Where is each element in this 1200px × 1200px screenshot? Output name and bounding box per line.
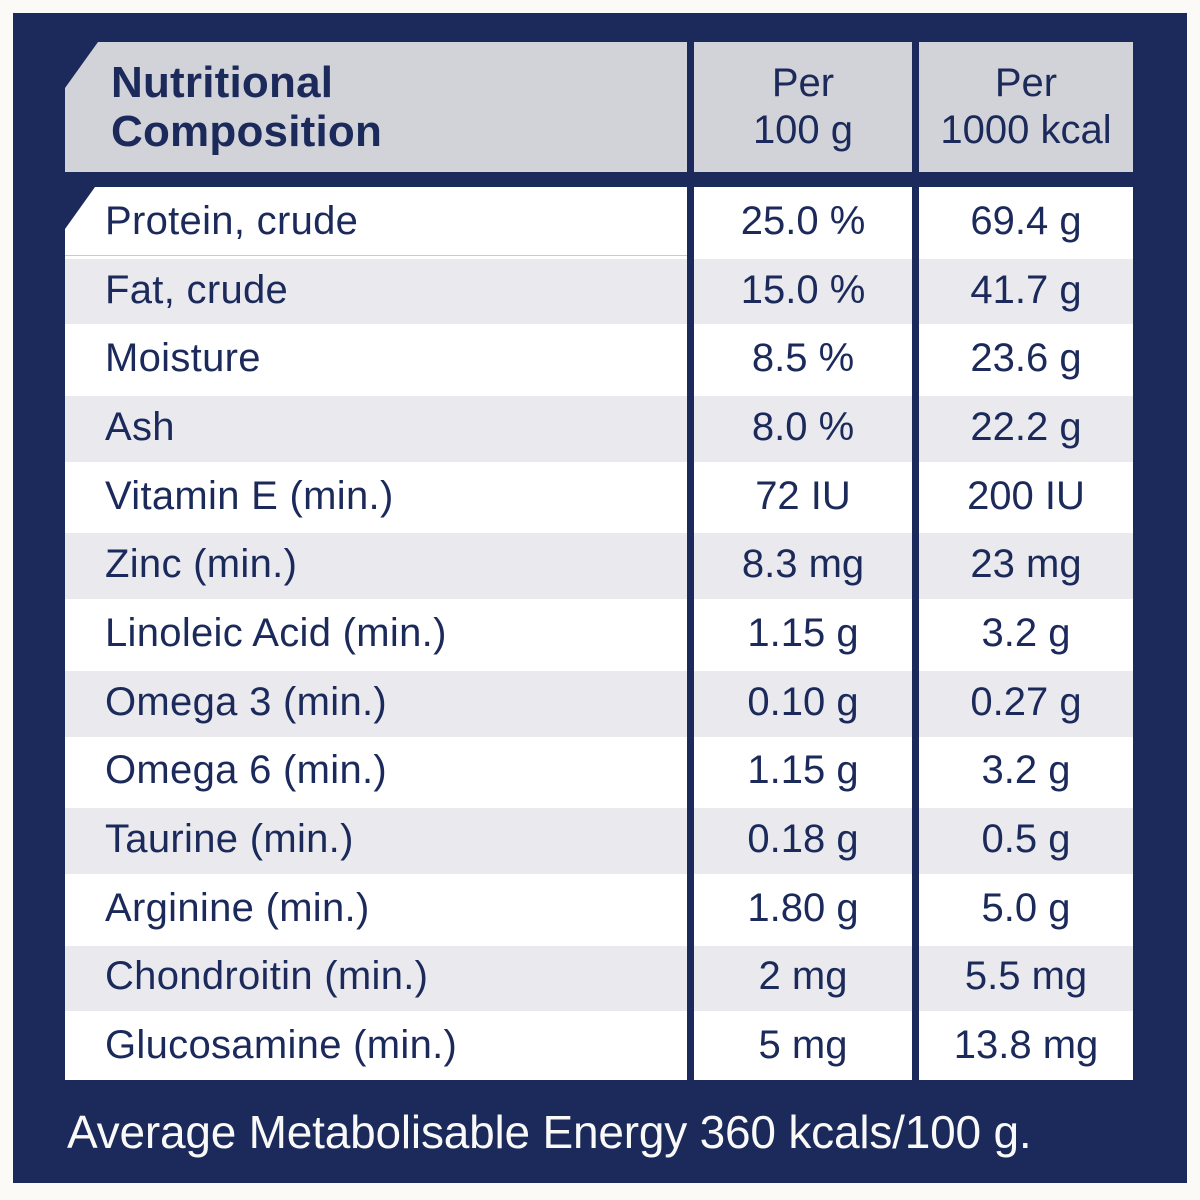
row-label: Zinc (min.): [65, 530, 687, 600]
row-label: Chondroitin (min.): [65, 942, 687, 1012]
row-value-per-1000kcal: 23.6 g: [919, 324, 1133, 394]
row-value-per-1000kcal: 3.2 g: [919, 736, 1133, 806]
table-row: Ash 8.0 % 22.2 g: [65, 393, 1133, 462]
row-value-per-100g: 0.10 g: [694, 667, 912, 737]
row-value-per-100g: 8.5 %: [694, 324, 912, 394]
row-value-per-100g: 5 mg: [694, 1011, 912, 1080]
row-label: Arginine (min.): [65, 873, 687, 943]
table-row: Taurine (min.) 0.18 g 0.5 g: [65, 805, 1133, 874]
row-label: Vitamin E (min.): [65, 461, 687, 531]
table-header-row: Nutritional Composition Per 100 g Per 10…: [65, 42, 1133, 172]
row-value-per-1000kcal: 200 IU: [919, 461, 1133, 531]
table-title: Nutritional Composition: [111, 58, 383, 156]
row-value-per-1000kcal: 69.4 g: [919, 187, 1133, 256]
row-value-per-1000kcal: 41.7 g: [919, 255, 1133, 325]
table-row: Vitamin E (min.) 72 IU 200 IU: [65, 461, 1133, 531]
table-row: Protein, crude 25.0 % 69.4 g: [65, 187, 1133, 256]
table-row: Chondroitin (min.) 2 mg 5.5 mg: [65, 942, 1133, 1012]
table-row: Fat, crude 15.0 % 41.7 g: [65, 255, 1133, 325]
row-value-per-100g: 8.3 mg: [694, 530, 912, 600]
row-value-per-1000kcal: 22.2 g: [919, 393, 1133, 462]
row-label: Glucosamine (min.): [65, 1011, 687, 1080]
table-row: Zinc (min.) 8.3 mg 23 mg: [65, 530, 1133, 600]
table-row: Glucosamine (min.) 5 mg 13.8 mg: [65, 1011, 1133, 1080]
row-label: Linoleic Acid (min.): [65, 599, 687, 668]
row-label: Moisture: [65, 324, 687, 394]
row-value-per-100g: 15.0 %: [694, 255, 912, 325]
row-label: Omega 3 (min.): [65, 667, 687, 737]
row-value-per-100g: 25.0 %: [694, 187, 912, 256]
table-title-cell: Nutritional Composition: [65, 42, 687, 172]
table-row: Omega 6 (min.) 1.15 g 3.2 g: [65, 736, 1133, 806]
row-value-per-1000kcal: 0.27 g: [919, 667, 1133, 737]
table-row: Omega 3 (min.) 0.10 g 0.27 g: [65, 667, 1133, 737]
row-value-per-100g: 1.80 g: [694, 873, 912, 943]
row-value-per-100g: 72 IU: [694, 461, 912, 531]
row-label: Fat, crude: [65, 255, 687, 325]
row-value-per-100g: 8.0 %: [694, 393, 912, 462]
table-footer: Average Metabolisable Energy 360 kcals/1…: [65, 1080, 1133, 1183]
row-label: Taurine (min.): [65, 805, 687, 874]
row-value-per-100g: 1.15 g: [694, 599, 912, 668]
row-value-per-1000kcal: 13.8 mg: [919, 1011, 1133, 1080]
table-row: Linoleic Acid (min.) 1.15 g 3.2 g: [65, 599, 1133, 668]
table-body: Protein, crude 25.0 % 69.4 g Fat, crude …: [65, 187, 1133, 1080]
row-value-per-1000kcal: 5.5 mg: [919, 942, 1133, 1012]
table-row: Arginine (min.) 1.80 g 5.0 g: [65, 873, 1133, 943]
row-label: Omega 6 (min.): [65, 736, 687, 806]
table-row: Moisture 8.5 % 23.6 g: [65, 324, 1133, 394]
row-value-per-100g: 2 mg: [694, 942, 912, 1012]
row-label: Ash: [65, 393, 687, 462]
metabolisable-energy-note: Average Metabolisable Energy 360 kcals/1…: [67, 1105, 1032, 1158]
row-label: Protein, crude: [65, 187, 687, 256]
row-value-per-1000kcal: 23 mg: [919, 530, 1133, 600]
row-value-per-1000kcal: 0.5 g: [919, 805, 1133, 874]
row-value-per-100g: 0.18 g: [694, 805, 912, 874]
row-value-per-1000kcal: 3.2 g: [919, 599, 1133, 668]
nutrition-panel: Nutritional Composition Per 100 g Per 10…: [13, 13, 1187, 1183]
column-header-per-100g: Per 100 g: [694, 42, 912, 172]
row-value-per-1000kcal: 5.0 g: [919, 873, 1133, 943]
row-value-per-100g: 1.15 g: [694, 736, 912, 806]
column-header-per-1000kcal: Per 1000 kcal: [919, 42, 1133, 172]
